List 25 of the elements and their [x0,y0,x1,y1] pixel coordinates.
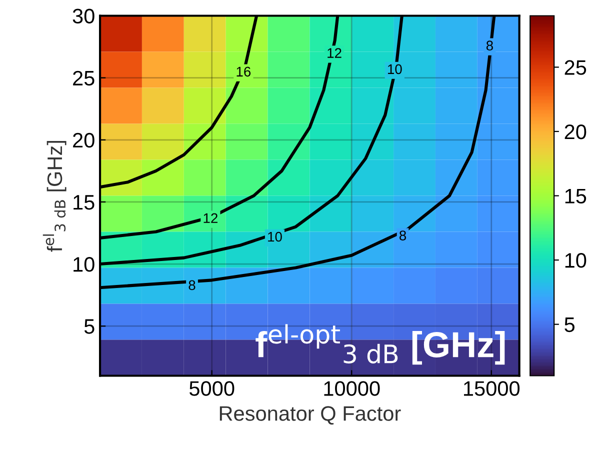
annotation: 12 [204,213,218,223]
y-tick-label: 20 [73,132,94,148]
annotation: f$^{el-opt}$$_{3 dB}$ [GHz] [256,324,505,365]
annotation: 16 [236,66,251,77]
y-tick-label: 30 [72,8,94,24]
color-bar-label: 15 [565,188,586,204]
color-bar-label: 10 [565,253,586,268]
y-tick-label: 15 [74,195,94,210]
x-tick-label: 15000 [464,381,520,396]
y-tick-label: 25 [73,70,94,86]
x-tick-label: 5000 [190,381,234,396]
y-tick-label: 10 [74,257,94,272]
x-tick-label: 10000 [324,381,380,396]
annotation: 10 [268,232,282,242]
annotation: 8 [486,40,493,51]
x-axis-title: Resonator Q Factor [220,406,401,425]
color-bar-label: 5 [564,318,575,332]
annotation: 10 [388,64,402,74]
y-tick-label: 5 [84,319,94,334]
color-bar-label: 20 [564,124,586,140]
y-axis-title: f$^{el}$$_{3 dB}$ [GHz] [42,141,66,252]
annotation: 8 [188,280,196,290]
color-bar-label: 25 [564,60,586,75]
annotation: 12 [328,48,342,58]
annotation: 8 [400,230,406,240]
